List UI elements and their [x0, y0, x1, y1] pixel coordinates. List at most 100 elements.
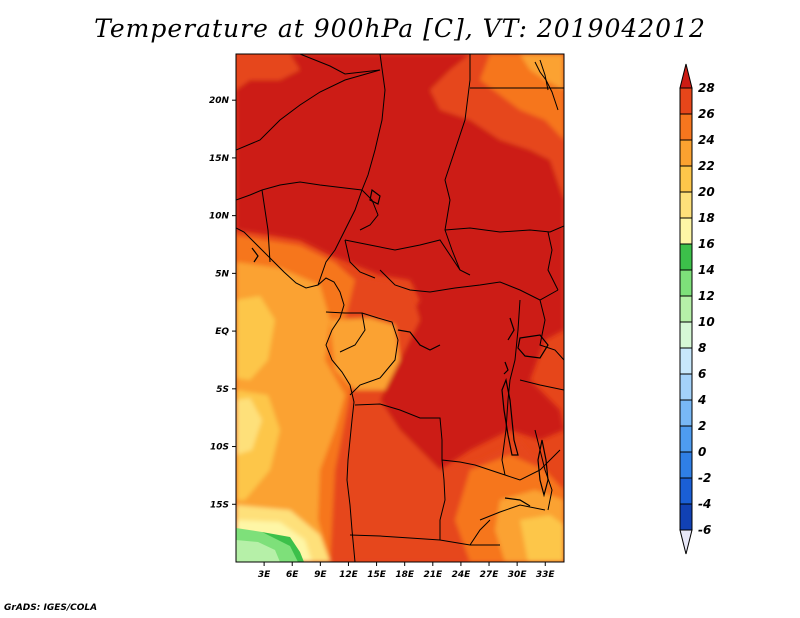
lake-chad [369, 188, 381, 205]
y-tick-label: 10N [209, 212, 230, 222]
colorbar-bin [679, 503, 693, 531]
colorbar-bin [679, 477, 693, 505]
border-red-sea [534, 61, 559, 111]
field-18-20-ocean-a [236, 296, 275, 380]
border-tanzania [519, 379, 564, 391]
lake-kivu [503, 361, 509, 375]
colorbar-bin [679, 373, 693, 401]
colorbar-label: -4 [698, 497, 711, 511]
grads-credit: GrADS: IGES/COLA [4, 603, 98, 613]
border-botswana [469, 519, 491, 546]
border-car-congo [379, 269, 559, 301]
border-congo-drc [349, 312, 399, 396]
colorbar-bin [679, 347, 693, 375]
border-sudan-southsudan [444, 225, 564, 233]
colorbar-label: 16 [698, 237, 715, 251]
border-uganda-kenya [539, 299, 564, 361]
y-axis: 20N 15N 10N 5N EQ 5S 10S 15S [209, 96, 236, 510]
border-burkina [236, 189, 263, 201]
colorbar-bin [679, 269, 693, 297]
y-tick-label: 15N [209, 154, 230, 164]
y-tick-label: 20N [209, 96, 230, 106]
x-tick-label: 27E [480, 570, 500, 580]
border-chad-car [344, 239, 461, 271]
colorbar-bin [679, 139, 693, 167]
border-southsudan-ethiopia [547, 231, 559, 291]
lake-victoria [517, 334, 549, 359]
x-tick-label: 9E [314, 570, 327, 580]
colorbar-label: 8 [698, 341, 706, 355]
border-zambia-mozambique [504, 449, 561, 481]
field-20-22-ne [520, 54, 564, 90]
y-tick-label: 5S [216, 385, 229, 395]
temperature-field [236, 54, 564, 562]
border-angola-zambia [439, 459, 446, 540]
colorbar-bin [679, 451, 693, 479]
chart-title: Temperature at 900hPa [C], VT: 201904201… [94, 14, 706, 43]
colorbar-top-arrow [679, 63, 693, 89]
border-chad-sudan [444, 79, 471, 276]
border-nubia [539, 59, 549, 91]
colorbar-label: -2 [698, 471, 711, 485]
x-tick-label: 18E [395, 570, 415, 580]
lake-albert [507, 317, 515, 341]
border-angola-namibia [349, 534, 500, 546]
field-18-20-se [520, 515, 564, 562]
colorbar-label: 26 [698, 107, 715, 121]
y-tick-label: 15S [210, 500, 229, 510]
field-20-22-congo [330, 318, 400, 390]
border-benin-nigeria [261, 189, 271, 263]
field-26-28-north [236, 54, 564, 470]
y-tick-label: 10S [210, 443, 229, 453]
colorbar-label: -6 [698, 523, 711, 537]
colorbar-label: 22 [698, 159, 715, 173]
colorbar-label: 14 [698, 263, 715, 277]
x-tick-label: 24E [452, 570, 472, 580]
field-16-18-sw [236, 398, 262, 455]
x-tick-label: 12E [339, 570, 359, 580]
border-zimbabwe [479, 504, 546, 521]
colorbar-bin [679, 321, 693, 349]
coastline-west-africa [236, 227, 356, 562]
colorbar-label: 18 [698, 211, 715, 225]
colorbar-bin [679, 399, 693, 427]
colorbar-bin [679, 295, 693, 323]
lake-kariba [504, 497, 531, 507]
y-tick-label: 5N [215, 269, 229, 279]
border-algeria-niger [299, 54, 381, 75]
colorbar-bin [679, 243, 693, 271]
border-drc-east [501, 299, 521, 476]
lake-volta [251, 247, 259, 263]
colorbar-label: 10 [698, 315, 715, 329]
border-libya-chad [380, 54, 471, 80]
border-drc-angola [354, 403, 506, 476]
border-mali-niger [236, 69, 381, 151]
colorbar-label: 20 [698, 185, 715, 199]
lake-malawi [537, 439, 549, 498]
colorbar-label: 28 [698, 81, 715, 95]
y-tick-label: EQ [215, 327, 229, 337]
colorbar-bin [679, 425, 693, 453]
map-frame [235, 53, 565, 563]
colorbar-label: 6 [698, 367, 706, 381]
colorbar-bin [679, 113, 693, 141]
country-borders [236, 54, 564, 562]
lakes [251, 188, 549, 507]
border-nigeria-cameroon [317, 189, 363, 286]
x-axis: 3E 6E 9E 12E 15E 18E 21E 24E 27E 30E 33E [258, 562, 555, 580]
colorbar-bin [679, 165, 693, 193]
field-14-16-sw-edge [262, 532, 304, 562]
x-tick-label: 30E [508, 570, 528, 580]
colorbar-bin [679, 217, 693, 245]
field-24-26-nw [236, 54, 300, 90]
border-gabon [325, 311, 366, 353]
border-malawi [534, 429, 553, 511]
x-tick-label: 15E [367, 570, 387, 580]
colorbar-label: 0 [698, 445, 706, 459]
border-niger-chad [359, 54, 386, 231]
colorbar-label: 4 [697, 393, 706, 407]
x-tick-label: 6E [286, 570, 299, 580]
border-cameroon-car [344, 239, 376, 279]
lake-congo-river [397, 329, 441, 351]
